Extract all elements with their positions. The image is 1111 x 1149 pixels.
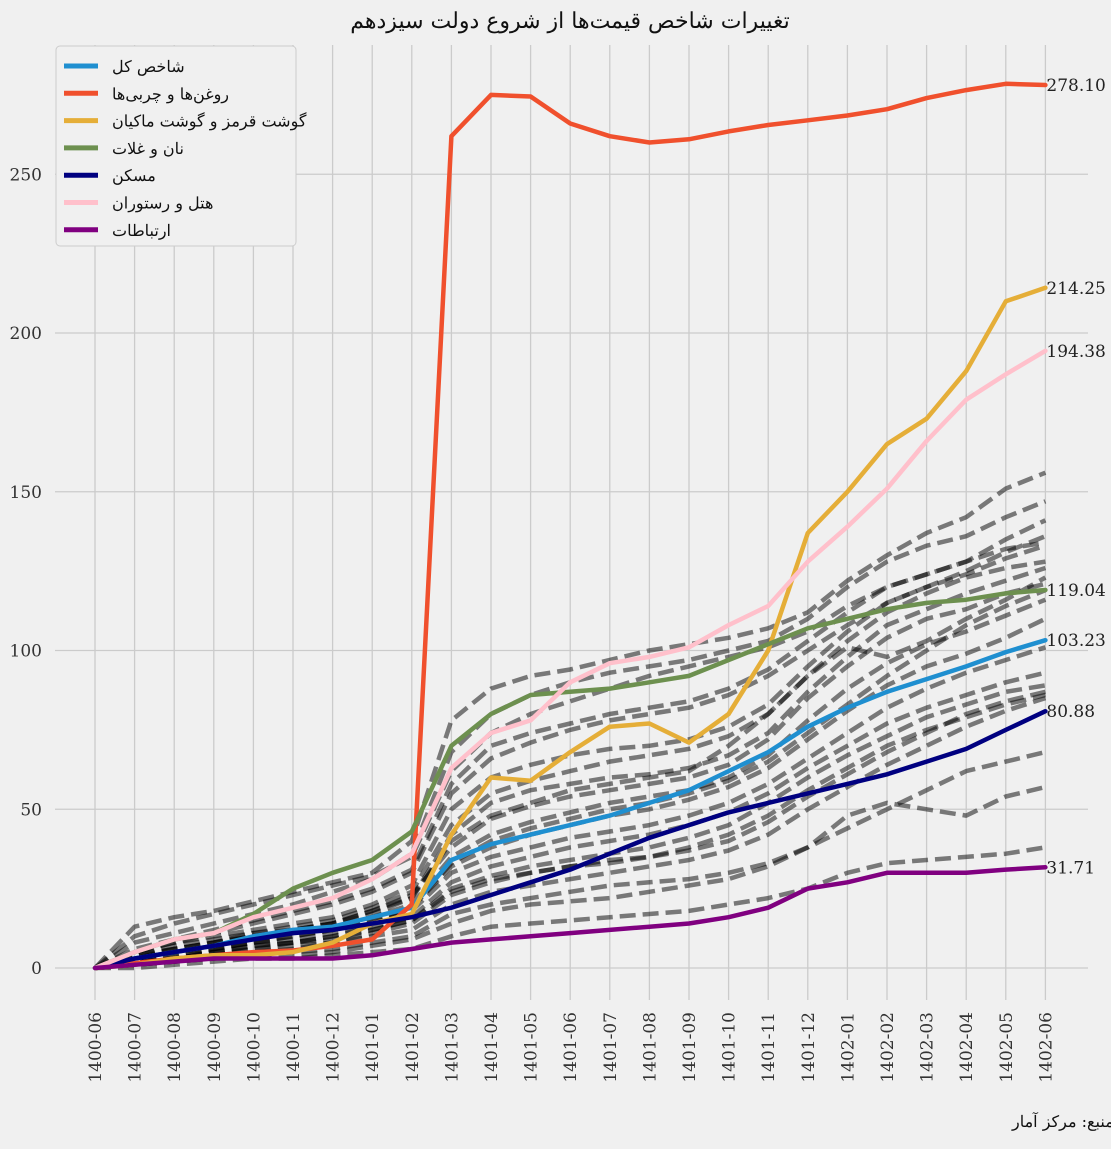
x-tick-label: 1401-01 [363,1012,383,1083]
background-series-line [94,692,1046,971]
series-line [92,708,1048,971]
x-tick-label: 1402-01 [838,1012,858,1083]
x-tick-labels: 1400-06 1400-07 1400-08 1400-09 1400-10 1400-… [86,1012,1056,1083]
source-note: منبع: مرکز آمار [1011,1111,1111,1131]
x-tick-label: 1402-06 [1036,1012,1056,1083]
background-series-line [93,470,1047,970]
x-tick-label: 1401-09 [680,1012,700,1083]
legend-items: شاخص کل روغن‌ها و چربی‌ها گوشت قرمز و گوشت… [64,57,307,240]
x-tick-label: 1401-10 [720,1012,740,1083]
series-line [92,81,1048,971]
x-tick-label: 1401-02 [403,1012,423,1083]
x-tick-label: 1400-11 [284,1012,304,1083]
x-tick-label: 1401-12 [799,1012,819,1083]
background-series-line [94,695,1047,971]
legend-label: نان و غلات [112,139,184,158]
series-line [92,865,1048,971]
x-tick-label: 1401-06 [561,1012,581,1083]
legend-label: گوشت قرمز و گوشت ماکیان [112,112,307,131]
x-tick-label: 1400-12 [324,1012,344,1083]
background-series-line [94,534,1047,971]
legend-label: هتل و رستوران [112,194,213,213]
y-tick-label: 200 [10,324,42,344]
series-end-label: 278.10 [1046,76,1105,96]
x-tick-label: 1401-05 [522,1012,542,1083]
background-series-line [94,588,1047,971]
x-tick-label: 1401-11 [759,1012,779,1083]
x-tick-label: 1400-10 [244,1012,264,1083]
legend-label: ارتباطات [112,221,171,240]
background-series-line [94,749,1046,971]
y-tick-label: 0 [31,959,42,979]
x-tick-label: 1401-04 [482,1012,502,1083]
background-series-line [93,518,1047,970]
series-line [92,637,1048,971]
background-series-line [94,784,1046,971]
main-series [92,81,1048,971]
series-end-label: 103.23 [1046,631,1105,651]
background-series-line [94,540,1046,971]
legend: شاخص کل روغن‌ها و چربی‌ها گوشت قرمز و گوشت… [55,45,307,247]
x-tick-label: 1401-03 [442,1012,462,1083]
x-tick-label: 1402-03 [918,1012,938,1083]
background-series-line [94,683,1046,971]
series-line [92,285,1048,971]
x-tick-label: 1400-07 [126,1012,146,1083]
y-tick-label: 150 [10,483,42,503]
end-labels: 103.23 278.10 214.25 119.04 80.88 194.38 31.71 [1046,76,1105,878]
y-tick-labels: 0 50 100 150 200 250 [10,165,42,979]
legend-label: روغن‌ها و چربی‌ها [112,84,229,103]
legend-label: مسکن [112,166,156,185]
series-line [92,587,1048,971]
y-tick-label: 250 [10,165,42,185]
y-tick-label: 50 [20,800,42,820]
series-line [92,348,1048,971]
series-end-label: 80.88 [1046,702,1095,722]
series-end-label: 31.71 [1046,858,1095,878]
series-end-label: 194.38 [1046,342,1105,362]
x-tick-label: 1402-04 [957,1012,977,1083]
background-series-line [94,559,1046,971]
x-tick-label: 1400-09 [205,1012,225,1083]
background-series-line [94,670,1046,971]
x-tick-label: 1401-07 [601,1012,621,1083]
y-tick-label: 100 [10,642,42,662]
x-tick-label: 1402-02 [878,1012,898,1083]
series-end-label: 119.04 [1046,581,1105,601]
x-tick-label: 1401-08 [640,1012,660,1083]
legend-label: شاخص کل [112,57,185,76]
series-end-label: 214.25 [1046,279,1105,299]
x-tick-label: 1400-06 [86,1012,106,1083]
legend-box [55,45,297,247]
chart-title: تغییرات شاخص قیمت‌ها از شروع دولت سیزدهم [350,9,789,34]
x-tick-label: 1400-08 [165,1012,185,1083]
x-tick-label: 1402-05 [997,1012,1017,1083]
